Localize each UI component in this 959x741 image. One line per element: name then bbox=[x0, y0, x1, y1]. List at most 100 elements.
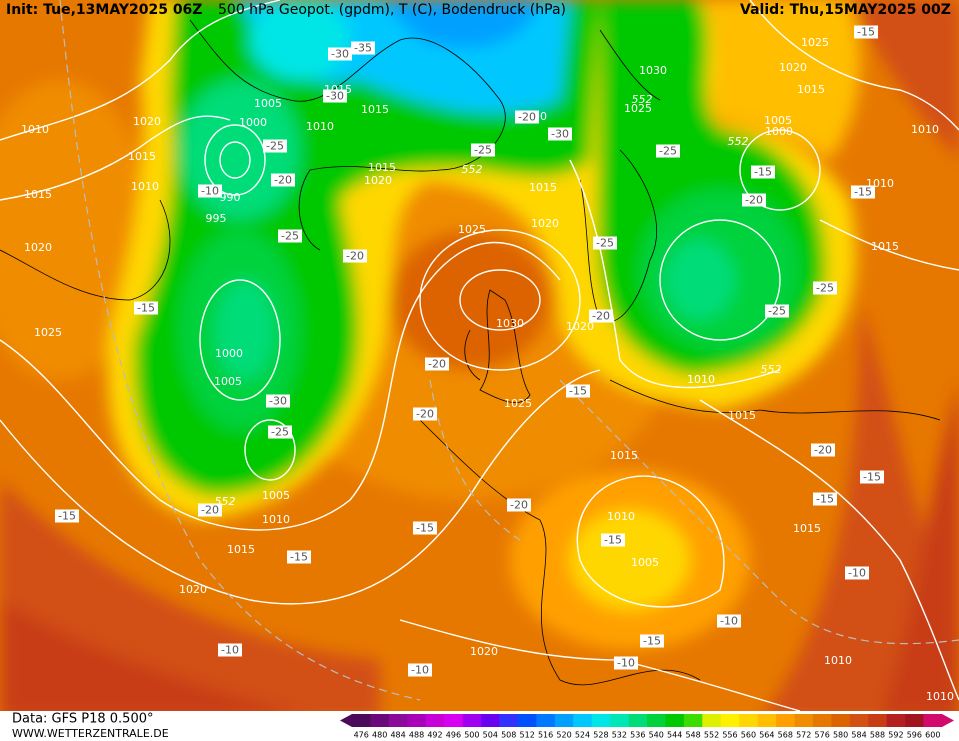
scale-cell bbox=[923, 714, 943, 727]
scale-cell bbox=[905, 714, 924, 727]
scale-cell bbox=[499, 714, 519, 727]
temperature-label-box bbox=[278, 229, 302, 243]
scale-label: 592 bbox=[888, 731, 903, 740]
temperature-label-box bbox=[742, 193, 766, 207]
scale-cell bbox=[794, 714, 814, 727]
map-labels: 1010102010151010101510201025100510009909… bbox=[21, 25, 954, 703]
temperature-label: -25 bbox=[768, 305, 786, 318]
temperature-label: -15 bbox=[416, 522, 434, 535]
scale-label: 516 bbox=[538, 731, 553, 740]
temperature-label: -15 bbox=[863, 471, 881, 484]
isobar-label: 1025 bbox=[504, 397, 532, 410]
isobar-label: 1000 bbox=[215, 347, 243, 360]
scale-label: 568 bbox=[778, 731, 793, 740]
temperature-label-box bbox=[198, 184, 222, 198]
scale-label: 476 bbox=[354, 731, 369, 740]
scale-cell bbox=[886, 714, 906, 727]
scale-label: 584 bbox=[851, 731, 866, 740]
scale-label: 556 bbox=[722, 731, 737, 740]
temperature-label-box bbox=[218, 643, 242, 657]
isobar-label: 1015 bbox=[128, 150, 156, 163]
temperature-label: -25 bbox=[659, 145, 677, 158]
isobar-label: 1005 bbox=[764, 114, 792, 127]
site-url: WWW.WETTERZENTRALE.DE bbox=[12, 727, 169, 740]
temperature-label: -25 bbox=[271, 426, 289, 439]
temperature-label-box bbox=[471, 143, 495, 157]
scale-label: 536 bbox=[630, 731, 645, 740]
scale-cell bbox=[610, 714, 629, 727]
temperature-label: -10 bbox=[201, 185, 219, 198]
scale-cell bbox=[573, 714, 592, 727]
scale-cell bbox=[665, 714, 685, 727]
scale-cell bbox=[425, 714, 445, 727]
temperature-label-box bbox=[343, 249, 367, 263]
scale-cell bbox=[370, 714, 390, 727]
scale-label: 580 bbox=[833, 731, 848, 740]
temperature-label-box bbox=[548, 127, 572, 141]
scale-label: 484 bbox=[390, 731, 405, 740]
scale-label: 524 bbox=[575, 731, 590, 740]
temperature-label: -20 bbox=[592, 310, 610, 323]
scale-cell bbox=[388, 714, 408, 727]
scale-cell bbox=[444, 714, 463, 727]
isobar-label: 1010 bbox=[21, 123, 49, 136]
scale-arrow-low bbox=[340, 714, 352, 727]
isobar-label: 1020 bbox=[179, 583, 207, 596]
scale-cell bbox=[536, 714, 556, 727]
scale-label: 544 bbox=[667, 731, 682, 740]
scale-label: 492 bbox=[427, 731, 442, 740]
isobar-label: 1005 bbox=[631, 556, 659, 569]
temperature-label: -20 bbox=[814, 444, 832, 457]
temperature-label: -30 bbox=[326, 90, 344, 103]
isobar-label: 1015 bbox=[797, 83, 825, 96]
temperature-label-box bbox=[751, 165, 775, 179]
scale-label: 508 bbox=[501, 731, 516, 740]
temperature-label-box bbox=[860, 470, 884, 484]
scale-cell bbox=[407, 714, 427, 727]
color-scale: 476 480 484 488 492 496 500 504 508 512 516 520 524 5… bbox=[340, 714, 954, 740]
isobar-label: 1015 bbox=[529, 181, 557, 194]
isobar-label: 1030 bbox=[496, 317, 524, 330]
temperature-label-box bbox=[266, 394, 290, 408]
temperature-label-box bbox=[717, 614, 741, 628]
temperature-label: -20 bbox=[201, 504, 219, 517]
isobar-label: 1015 bbox=[728, 409, 756, 422]
isobar-label: 1015 bbox=[610, 449, 638, 462]
scale-cell bbox=[462, 714, 482, 727]
isobar-label: 1010 bbox=[911, 123, 939, 136]
scale-label: 496 bbox=[446, 731, 461, 740]
isobar-label: 1020 bbox=[779, 61, 807, 74]
temperature-label: -15 bbox=[754, 166, 772, 179]
scale-cell bbox=[591, 714, 611, 727]
temperature-label-box bbox=[845, 566, 869, 580]
temperature-label: -15 bbox=[854, 186, 872, 199]
isobar-label: 1010 bbox=[824, 654, 852, 667]
temperature-label: -15 bbox=[58, 510, 76, 523]
scale-label: 560 bbox=[741, 731, 756, 740]
scale-cell bbox=[517, 714, 537, 727]
scale-cell bbox=[702, 714, 722, 727]
temperature-label-box bbox=[640, 634, 664, 648]
scale-cell bbox=[647, 714, 666, 727]
map: Init: Tue,13MAY2025 06Z 500 hPa Geopot. … bbox=[0, 0, 959, 711]
temperature-label: -25 bbox=[596, 237, 614, 250]
temperature-label: -25 bbox=[816, 282, 834, 295]
height-label: 552 bbox=[728, 135, 749, 148]
isobar-label: 1010 bbox=[687, 373, 715, 386]
isobar-label: 1015 bbox=[871, 240, 899, 253]
temperature-label-box bbox=[268, 425, 292, 439]
temperature-label-box bbox=[811, 443, 835, 457]
scale-cell bbox=[481, 714, 500, 727]
scale-label: 500 bbox=[464, 731, 479, 740]
isobar-label: 1020 bbox=[470, 645, 498, 658]
scale-label: 488 bbox=[409, 731, 424, 740]
temperature-label-box bbox=[351, 41, 375, 55]
temperature-label: -25 bbox=[266, 140, 284, 153]
isobar-label: 1010 bbox=[926, 690, 954, 703]
temperature-label-box bbox=[134, 301, 158, 315]
scale-label: 480 bbox=[372, 731, 387, 740]
isobar-label: 1020 bbox=[531, 217, 559, 230]
temperature-label-box bbox=[198, 503, 222, 517]
temperature-label-box bbox=[515, 110, 539, 124]
scale-label: 540 bbox=[649, 731, 664, 740]
